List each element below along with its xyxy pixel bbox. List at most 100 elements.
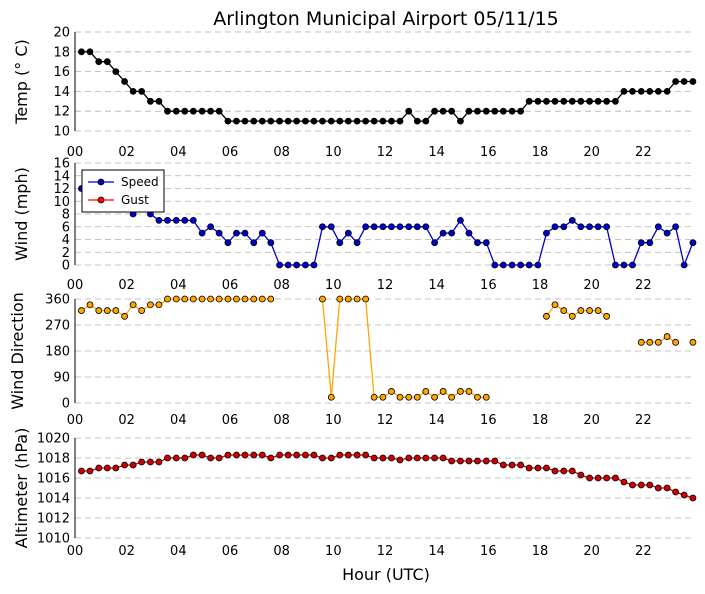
data-point-wind: [560, 223, 568, 231]
data-point-dir: [379, 393, 387, 401]
data-point-alt: [517, 461, 525, 469]
data-point-alt: [112, 464, 120, 472]
data-point-temp: [413, 117, 421, 125]
data-point-dir: [586, 307, 593, 314]
data-point-temp: [491, 107, 499, 115]
data-point-temp: [112, 68, 120, 75]
data-point-wind: [689, 239, 697, 247]
x-tick-label-temp: 00: [67, 145, 84, 160]
data-point-temp: [474, 107, 481, 115]
data-point-temp: [95, 58, 103, 66]
y-tick-label-wind: 10: [53, 195, 70, 210]
legend: Speed Gust: [81, 169, 165, 213]
data-point-temp: [646, 88, 654, 95]
data-point-dir: [457, 388, 464, 395]
data-point-wind: [586, 223, 593, 231]
data-point-alt: [525, 464, 533, 472]
data-point-wind: [241, 229, 249, 237]
data-point-wind: [388, 223, 395, 231]
data-point-alt: [233, 451, 240, 459]
data-point-dir: [155, 301, 163, 309]
data-point-dir: [319, 295, 326, 303]
data-point-alt: [155, 458, 163, 466]
y-tick-label-temp: 16: [53, 65, 70, 80]
data-point-wind: [319, 223, 326, 231]
data-point-alt: [551, 467, 559, 475]
x-tick-label-alt: 18: [532, 544, 549, 559]
data-point-dir: [370, 393, 378, 401]
data-point-temp: [189, 107, 197, 115]
y-tick-label-alt: 1016: [37, 472, 70, 487]
data-point-alt: [181, 454, 189, 462]
data-point-alt: [276, 451, 284, 459]
data-point-wind: [663, 229, 671, 237]
x-tick-label-dir: 18: [532, 413, 549, 428]
data-point-alt: [78, 467, 85, 475]
data-point-wind: [637, 239, 645, 247]
data-point-temp: [215, 107, 223, 115]
data-point-temp: [499, 107, 507, 115]
data-point-temp: [379, 117, 387, 125]
x-tick-label-temp: 14: [428, 145, 445, 160]
wind-axis-label: Wind (mph): [12, 167, 31, 261]
x-tick-label-dir: 14: [428, 413, 445, 428]
data-point-dir: [405, 393, 413, 401]
data-point-alt: [491, 457, 499, 465]
y-tick-label-wind: 12: [53, 182, 70, 197]
x-tick-label-temp: 12: [377, 145, 394, 160]
data-point-temp: [620, 88, 628, 95]
data-point-wind: [422, 223, 430, 231]
chart-title: Arlington Municipal Airport 05/11/15: [213, 8, 559, 30]
data-point-temp: [672, 78, 680, 85]
x-tick-label-wind: 08: [273, 278, 290, 293]
data-point-alt: [534, 464, 542, 472]
data-point-dir: [388, 388, 395, 395]
data-point-temp: [344, 117, 352, 125]
data-point-temp: [207, 107, 215, 115]
data-point-dir: [327, 393, 335, 401]
data-point-temp: [457, 117, 464, 125]
data-point-alt: [215, 454, 223, 462]
data-point-wind: [293, 261, 301, 269]
x-tick-label-temp: 10: [325, 145, 342, 160]
data-point-dir: [86, 301, 94, 309]
data-point-wind: [654, 223, 662, 231]
x-tick-label-wind: 18: [532, 278, 549, 293]
data-point-alt: [612, 474, 619, 482]
y-tick-label-dir: 270: [45, 319, 70, 334]
data-point-temp: [172, 107, 180, 115]
x-tick-label-dir: 20: [583, 413, 600, 428]
data-point-temp: [560, 97, 568, 105]
data-point-dir: [336, 295, 344, 303]
data-point-temp: [439, 107, 447, 115]
x-tick-label-wind: 02: [118, 278, 135, 293]
x-tick-label-dir: 08: [273, 413, 290, 428]
data-point-wind: [405, 223, 413, 231]
data-point-wind: [482, 239, 490, 247]
data-point-dir: [568, 312, 576, 320]
data-point-alt: [319, 454, 326, 462]
y-tick-label-dir: 0: [62, 397, 70, 412]
x-tick-label-dir: 02: [118, 413, 135, 428]
x-tick-label-alt: 08: [273, 544, 290, 559]
x-tick-label-wind: 20: [583, 278, 600, 293]
data-point-dir: [413, 393, 421, 401]
data-point-alt: [603, 474, 611, 482]
data-point-dir: [396, 393, 404, 401]
data-point-temp: [465, 107, 473, 115]
data-point-dir: [560, 307, 568, 314]
data-point-dir: [344, 295, 352, 303]
data-point-temp: [448, 107, 456, 115]
data-point-temp: [551, 97, 559, 105]
data-point-wind: [198, 229, 206, 237]
data-point-temp: [431, 107, 439, 115]
data-point-temp: [654, 88, 662, 95]
data-point-wind: [413, 223, 421, 231]
data-point-temp: [302, 117, 309, 125]
x-tick-label-alt: 00: [67, 544, 84, 559]
data-point-dir: [207, 295, 215, 303]
data-point-wind: [525, 261, 533, 269]
data-point-alt: [431, 454, 439, 462]
data-point-wind: [457, 216, 464, 224]
data-point-alt: [121, 461, 128, 469]
